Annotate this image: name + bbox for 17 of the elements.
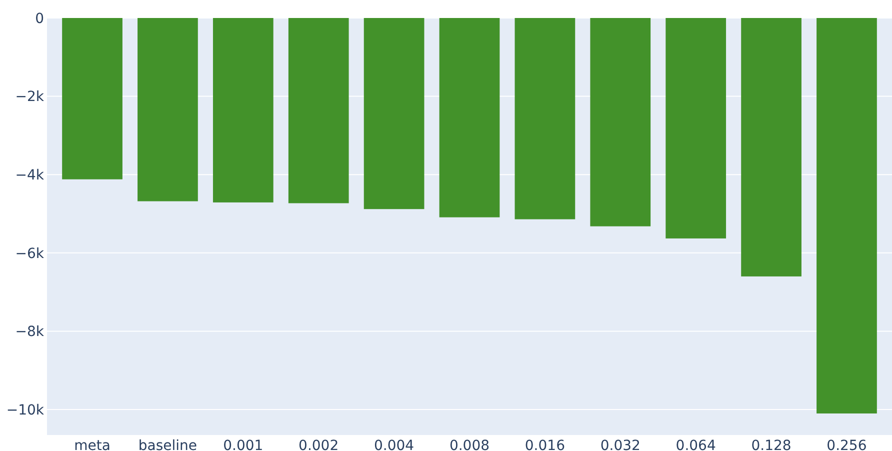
x-tick-label: baseline — [138, 438, 198, 451]
y-tick-label: −10k — [6, 402, 45, 418]
x-tick-label: 0.002 — [298, 438, 339, 451]
x-tick-label: meta — [74, 438, 110, 451]
x-tick-label: 0.256 — [826, 438, 867, 451]
x-tick-label: 0.128 — [751, 438, 792, 451]
x-tick-label: 0.004 — [374, 438, 414, 451]
y-tick-label: −6k — [15, 246, 45, 262]
x-tick-label: 0.032 — [600, 438, 640, 451]
y-tick-label: −4k — [15, 168, 45, 184]
x-tick-label: 0.001 — [223, 438, 264, 451]
x-tick-label: 0.016 — [524, 438, 566, 451]
y-tick-label: −2k — [15, 89, 45, 106]
x-tick-label: 0.008 — [449, 438, 490, 451]
x-tick-label: 0.064 — [676, 438, 716, 451]
y-tick-label: 0 — [35, 10, 44, 27]
y-tick-label: −8k — [15, 324, 45, 340]
